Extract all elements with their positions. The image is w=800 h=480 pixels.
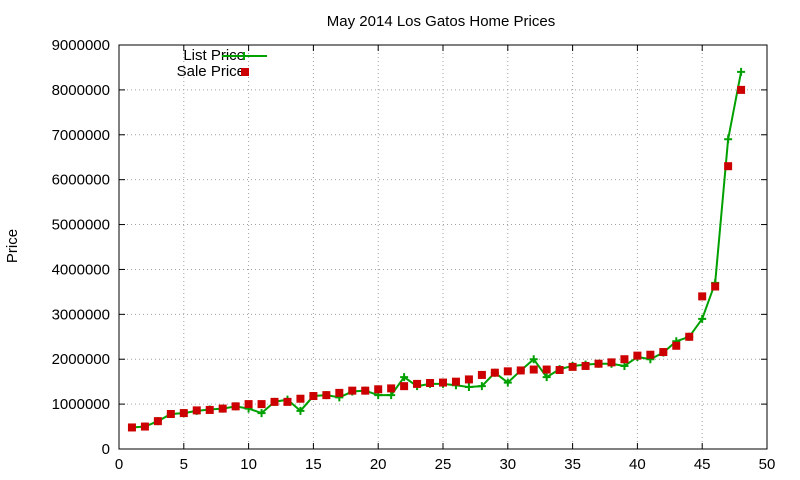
sale-price-point bbox=[400, 382, 409, 391]
list-price-point bbox=[387, 391, 396, 400]
sale-price-point bbox=[179, 409, 188, 418]
list-price-point bbox=[477, 382, 486, 391]
sale-price-point bbox=[439, 378, 447, 387]
legend-label-list-price: List Price bbox=[183, 47, 245, 64]
sale-price-point bbox=[633, 351, 642, 360]
sale-price-point bbox=[426, 379, 435, 388]
sale-price-point bbox=[737, 85, 746, 94]
list-price-point bbox=[724, 135, 733, 144]
x-tick-label: 15 bbox=[305, 456, 322, 473]
sale-price-point bbox=[166, 409, 175, 418]
sale-price-point bbox=[516, 366, 525, 375]
legend-marker-list-price bbox=[240, 52, 248, 60]
x-tick-label: 0 bbox=[115, 456, 123, 473]
list-price-point bbox=[296, 406, 305, 415]
sale-price-point bbox=[270, 397, 279, 406]
y-tick-label: 6000000 bbox=[52, 172, 110, 189]
sale-price-point bbox=[244, 400, 253, 409]
x-tick-label: 45 bbox=[694, 456, 711, 473]
legend: List Price Sale Price bbox=[177, 47, 267, 80]
y-tick-label: 0 bbox=[102, 441, 110, 458]
x-tick-label: 25 bbox=[435, 456, 452, 473]
y-tick-label: 2000000 bbox=[52, 351, 110, 368]
sale-price-point bbox=[231, 402, 240, 411]
sale-price-point bbox=[127, 423, 136, 432]
sale-price-point bbox=[581, 361, 590, 370]
list-price-point bbox=[503, 378, 512, 387]
sale-price-point bbox=[309, 392, 318, 401]
sale-price-point bbox=[711, 282, 720, 291]
sale-price-point bbox=[724, 162, 733, 171]
x-tick-label: 50 bbox=[759, 456, 776, 473]
sale-price-point bbox=[361, 386, 370, 395]
y-axis-label: Price bbox=[4, 229, 21, 263]
sale-price-point bbox=[322, 391, 331, 400]
sale-price-point bbox=[607, 358, 616, 367]
sale-price-point bbox=[477, 370, 486, 379]
sale-price-point bbox=[451, 377, 460, 386]
tick-labels: 0 5 10 15 20 25 30 35 40 45 50 0 1000000 2000000 30000… bbox=[52, 37, 776, 473]
y-tick-label: 8000000 bbox=[52, 82, 110, 99]
chart-title: May 2014 Los Gatos Home Prices bbox=[327, 13, 555, 30]
x-tick-label: 35 bbox=[564, 456, 581, 473]
sale-price-point bbox=[594, 359, 603, 368]
sale-price-point bbox=[296, 394, 305, 403]
list-price-point bbox=[257, 409, 266, 418]
y-tick-label: 9000000 bbox=[52, 37, 110, 54]
sale-price-point bbox=[218, 404, 227, 413]
sale-price-point bbox=[335, 388, 344, 397]
list-price-point bbox=[542, 373, 551, 382]
list-price-point bbox=[464, 383, 473, 392]
list-price-point bbox=[529, 355, 538, 364]
legend-label-sale-price: Sale Price bbox=[177, 63, 245, 80]
series-group bbox=[127, 67, 746, 432]
sale-price-point bbox=[698, 292, 707, 301]
sale-price-point bbox=[529, 365, 538, 374]
list-price-point bbox=[737, 67, 746, 76]
sale-price-point bbox=[685, 332, 694, 341]
list-price-point bbox=[400, 373, 409, 382]
sale-price-point bbox=[374, 385, 383, 394]
sale-price-point bbox=[503, 367, 512, 376]
x-tick-label: 40 bbox=[629, 456, 646, 473]
sale-price-point bbox=[387, 384, 396, 393]
x-tick-label: 20 bbox=[370, 456, 387, 473]
sale-price-point bbox=[257, 400, 266, 409]
sale-price-point bbox=[568, 362, 577, 371]
y-tick-label: 3000000 bbox=[52, 306, 110, 323]
sale-price-point bbox=[464, 375, 473, 384]
sale-price-point bbox=[555, 365, 564, 374]
sale-price-point bbox=[283, 397, 292, 406]
x-tick-label: 10 bbox=[240, 456, 257, 473]
x-tick-label: 30 bbox=[499, 456, 516, 473]
list-price-point bbox=[698, 314, 707, 323]
legend-marker-sale-price bbox=[241, 68, 249, 76]
sale-price-point bbox=[205, 405, 214, 414]
plot-frame bbox=[118, 44, 768, 450]
y-tick-label: 5000000 bbox=[52, 217, 110, 234]
y-tick-label: 7000000 bbox=[52, 127, 110, 144]
grid-lines bbox=[119, 45, 767, 449]
sale-price-point bbox=[646, 350, 655, 359]
sale-price-point bbox=[542, 365, 551, 374]
y-tick-label: 4000000 bbox=[52, 261, 110, 278]
sale-price-point bbox=[348, 386, 357, 395]
sale-price-point bbox=[659, 348, 668, 357]
x-tick-label: 5 bbox=[180, 456, 188, 473]
y-tick-label: 1000000 bbox=[52, 396, 110, 413]
sale-price-point bbox=[672, 341, 681, 350]
sale-price-point bbox=[153, 417, 162, 426]
sale-price-point bbox=[620, 355, 629, 364]
list-price-point bbox=[620, 361, 629, 370]
sale-price-point bbox=[490, 368, 499, 377]
sale-price-point bbox=[140, 422, 149, 431]
sale-price-point bbox=[413, 379, 422, 388]
list-price-line bbox=[131, 71, 743, 429]
sale-price-point bbox=[192, 406, 201, 415]
